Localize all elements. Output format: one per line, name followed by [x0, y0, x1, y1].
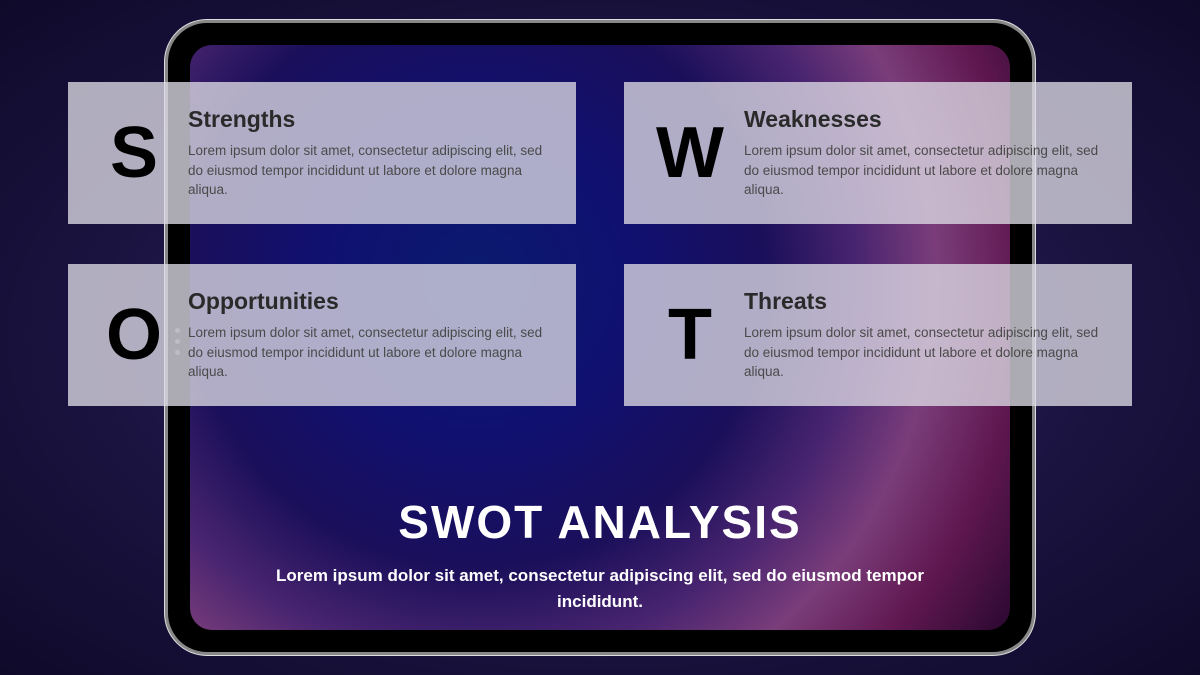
main-subtitle: Lorem ipsum dolor sit amet, consectetur … — [240, 563, 960, 614]
swot-desc-threats: Lorem ipsum dolor sit amet, consectetur … — [744, 323, 1108, 382]
swot-title-weaknesses: Weaknesses — [744, 106, 1108, 133]
swot-title-threats: Threats — [744, 288, 1108, 315]
swot-letter-t: T — [636, 299, 744, 371]
swot-grid: S Strengths Lorem ipsum dolor sit amet, … — [68, 82, 1132, 406]
swot-desc-strengths: Lorem ipsum dolor sit amet, consectetur … — [188, 141, 552, 200]
swot-title-opportunities: Opportunities — [188, 288, 552, 315]
swot-letter-s: S — [80, 117, 188, 189]
swot-card-weaknesses: W Weaknesses Lorem ipsum dolor sit amet,… — [624, 82, 1132, 224]
swot-title-strengths: Strengths — [188, 106, 552, 133]
swot-desc-opportunities: Lorem ipsum dolor sit amet, consectetur … — [188, 323, 552, 382]
swot-card-threats: T Threats Lorem ipsum dolor sit amet, co… — [624, 264, 1132, 406]
swot-letter-w: W — [636, 117, 744, 189]
title-block: SWOT ANALYSIS Lorem ipsum dolor sit amet… — [0, 495, 1200, 614]
swot-letter-o: O — [80, 299, 188, 371]
swot-desc-weaknesses: Lorem ipsum dolor sit amet, consectetur … — [744, 141, 1108, 200]
swot-card-opportunities: O Opportunities Lorem ipsum dolor sit am… — [68, 264, 576, 406]
swot-card-strengths: S Strengths Lorem ipsum dolor sit amet, … — [68, 82, 576, 224]
main-title: SWOT ANALYSIS — [240, 495, 960, 549]
